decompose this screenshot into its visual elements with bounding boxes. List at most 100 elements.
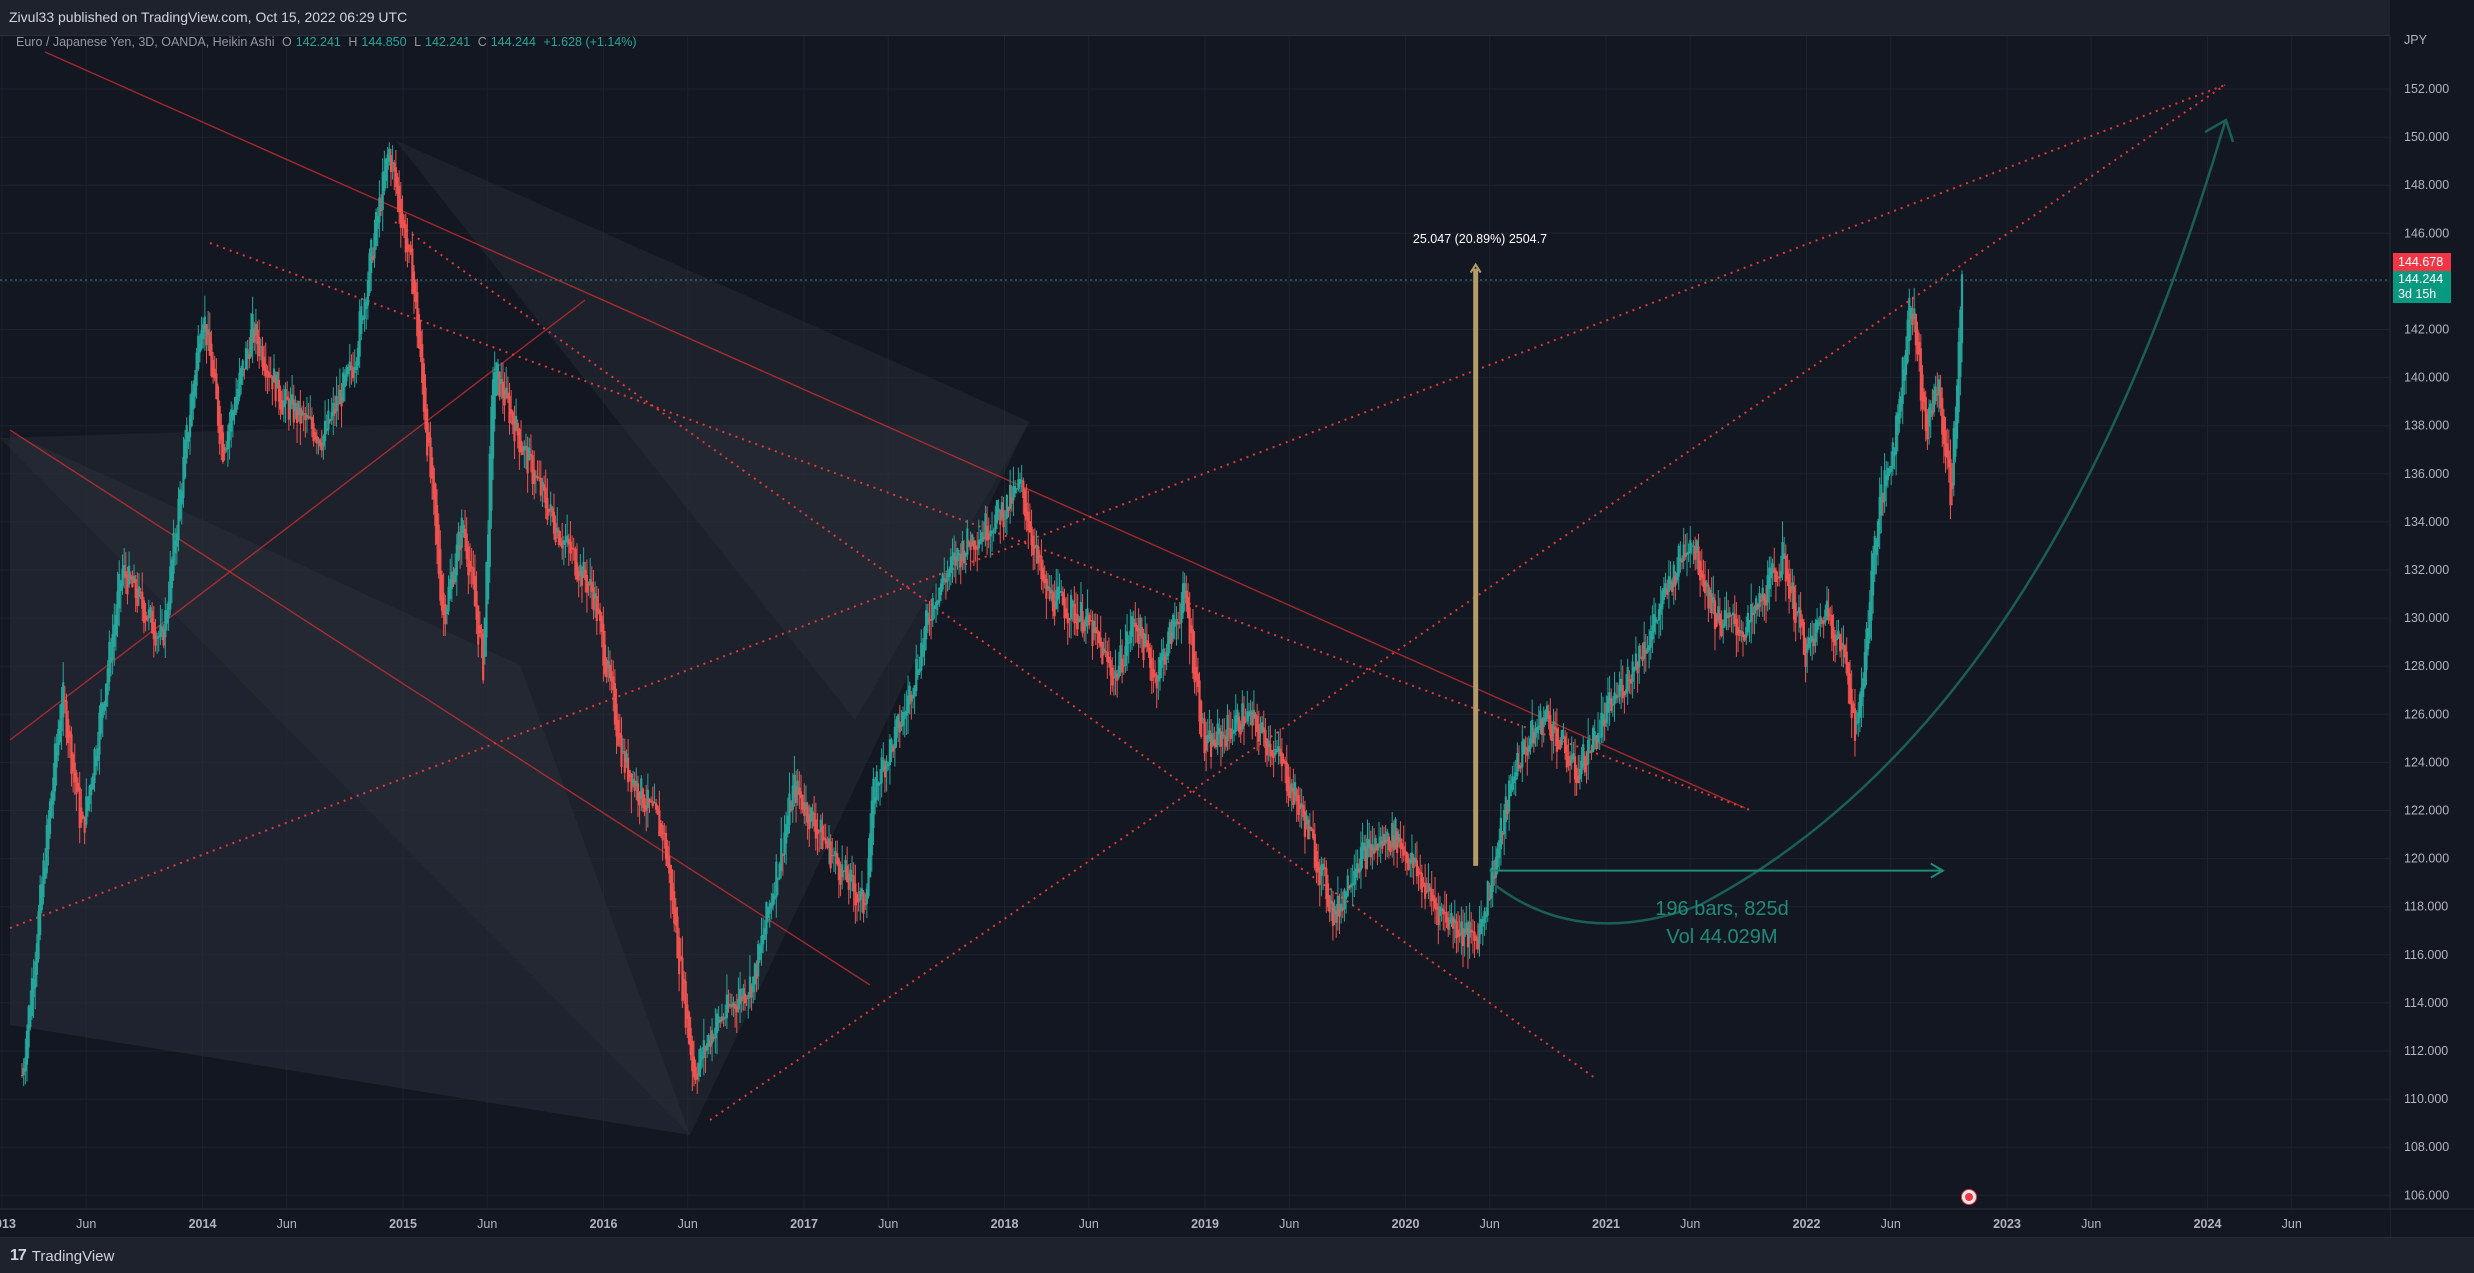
dotted-trend-line[interactable] (9, 84, 2226, 929)
candle-body (1400, 843, 1404, 850)
candle-body (1107, 656, 1111, 664)
candle-body (1167, 631, 1170, 656)
candle-body (1030, 526, 1033, 545)
candle-body (1381, 840, 1384, 850)
candle-body (1190, 625, 1193, 634)
dotted-trend-line[interactable] (209, 242, 1751, 811)
candle-body (908, 685, 911, 705)
candle-body (1741, 631, 1745, 638)
candle-body (594, 593, 597, 599)
candle-body (233, 410, 236, 416)
candle-body (1870, 570, 1873, 621)
candle-body (1517, 764, 1521, 768)
candle-body (1509, 783, 1512, 796)
y-tick-label: 118.000 (2404, 900, 2448, 914)
candle-body (459, 545, 462, 550)
candle-body (1079, 601, 1083, 621)
candle-body (1209, 734, 1213, 757)
candle-body (542, 484, 546, 491)
candle-body (1926, 413, 1929, 440)
candle-body (235, 396, 238, 413)
candle-body (1114, 670, 1117, 678)
candle-body (231, 409, 234, 421)
candle-body (623, 751, 626, 773)
candle-body (1018, 479, 1022, 485)
candle-body (1802, 622, 1806, 655)
dotted-trend-line[interactable] (394, 221, 1596, 1079)
candle-body (720, 1016, 724, 1021)
candle-body (1117, 665, 1120, 678)
candle-body (508, 395, 511, 424)
x-axis[interactable]: 2013 Jun 2014 Jun 2015 Jun 2016 Jun 2017 Jun 2018 J… (0, 1217, 2302, 1231)
candle-body (361, 317, 365, 321)
candle-body (1648, 645, 1651, 651)
channel-line[interactable] (9, 429, 871, 986)
candle-body (1799, 609, 1802, 628)
projection-arc[interactable] (1494, 121, 2227, 925)
candle-body (312, 422, 315, 442)
candle-body (1417, 868, 1420, 876)
shaded-triangle-pattern[interactable] (10, 432, 690, 1135)
candle-body (1755, 598, 1758, 611)
candle-body (1489, 885, 1493, 899)
candle-body (928, 618, 931, 621)
candle-body (1662, 588, 1666, 600)
candle-body (1842, 645, 1845, 647)
candle-body (737, 999, 740, 1010)
candle-body (663, 832, 666, 834)
candle-body (1699, 560, 1702, 581)
shaded-triangle-pattern[interactable] (395, 140, 1030, 720)
candle-body (1213, 739, 1216, 746)
candle-body (486, 534, 490, 600)
x-tick-label: Jun (878, 1217, 898, 1231)
candle-body (612, 676, 615, 691)
candle-body (1285, 762, 1288, 792)
candle-body (1241, 703, 1244, 730)
dotted-trend-line[interactable] (709, 84, 2226, 1121)
shaded-triangle-pattern[interactable] (0, 425, 1027, 1135)
candle-body (104, 683, 108, 707)
candle-body (65, 700, 68, 738)
candle-body (1181, 583, 1185, 614)
candle-body (1639, 656, 1642, 658)
candle-body (1063, 598, 1066, 619)
candle-body (1730, 614, 1733, 616)
candle-body (920, 642, 923, 671)
candle-body (648, 798, 651, 803)
candle-body (788, 793, 791, 825)
candle-body (870, 800, 873, 856)
candle-body (1951, 482, 1954, 489)
candle-body (1346, 875, 1349, 897)
candle-body (1512, 777, 1516, 784)
candle-body (172, 532, 175, 574)
candle-body (878, 782, 882, 785)
candle-body (348, 361, 351, 371)
candle-body (529, 454, 533, 457)
candle-body (696, 1073, 699, 1080)
candle-body (363, 298, 366, 320)
candle-body (1722, 624, 1725, 628)
candle-body (999, 510, 1002, 525)
candle-body (52, 777, 55, 805)
y-tick-label: 116.000 (2404, 948, 2448, 962)
candle-body (656, 806, 659, 815)
candle-body (340, 396, 343, 407)
candle-body (1677, 545, 1680, 577)
trend-line[interactable] (9, 299, 586, 741)
candle-body (1461, 928, 1465, 947)
y-axis[interactable]: 152.000150.000148.000146.000144.000142.0… (2404, 33, 2449, 1202)
candle-body (1198, 680, 1201, 722)
candle-body (811, 811, 814, 815)
candle-body (210, 343, 213, 377)
channel-line[interactable] (44, 51, 1746, 809)
candle-body (510, 409, 513, 415)
last-price-value: 144.244 (2398, 272, 2444, 286)
candle-body (719, 1019, 722, 1022)
symbol-legend[interactable]: Euro / Japanese Yen, 3D, OANDA, Heikin A… (16, 35, 637, 49)
tradingview-brand[interactable]: 17 TradingView (10, 1247, 114, 1265)
candle-body (1511, 776, 1514, 790)
candle-body (1801, 618, 1804, 626)
record-icon[interactable] (1961, 1189, 1977, 1205)
candle-body (584, 569, 587, 580)
